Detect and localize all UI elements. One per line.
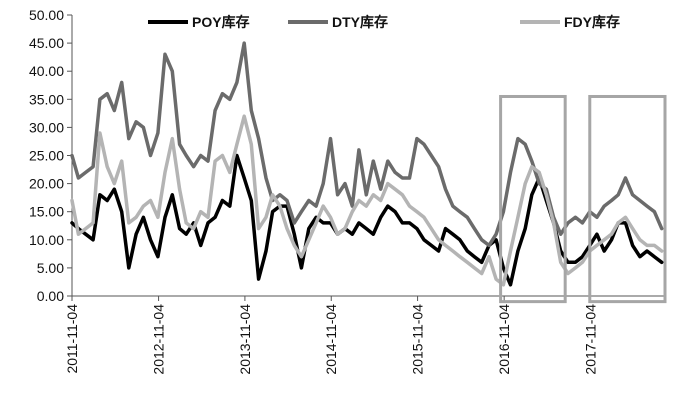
legend-label-2: DTY库存 [332, 14, 388, 30]
y-tick-label: 50.00 [29, 7, 64, 23]
y-tick-label: 35.00 [29, 91, 64, 107]
x-tick-label: 2012-11-04 [151, 304, 167, 375]
y-tick-label: 25.00 [29, 148, 64, 164]
series-line-2 [70, 41, 664, 248]
legend-label-1: POY库存 [192, 14, 250, 30]
series-line-3 [70, 114, 664, 287]
y-tick-label: 5.00 [37, 260, 64, 276]
y-tick-label: 45.00 [29, 35, 64, 51]
x-tick-label: 2017-11-04 [582, 304, 598, 375]
y-tick-label: 30.00 [29, 119, 64, 135]
y-tick-label: 0.00 [37, 288, 64, 304]
y-tick-label: 40.00 [29, 63, 64, 79]
x-axis: 2011-11-04 2012-11-04 2013-11-04 2014-11-04… [64, 295, 665, 375]
y-tick-label: 15.00 [29, 204, 64, 220]
y-axis: 0.00 5.00 10.00 15.00 20.00 25.00 30.00 35.00 40… [29, 7, 73, 304]
highlight-box-1 [499, 94, 567, 304]
highlight-box-layer [499, 94, 667, 304]
x-tick-label: 2011-11-04 [64, 304, 80, 374]
highlight-box-2 [588, 94, 667, 304]
x-tick-label: 2014-11-04 [323, 304, 339, 375]
x-tick-label: 2013-11-04 [237, 304, 253, 375]
x-tick-label: 2016-11-04 [496, 304, 512, 375]
y-tick-label: 20.00 [29, 176, 64, 192]
series-layer [70, 41, 664, 287]
x-tick-label: 2015-11-04 [410, 304, 426, 375]
y-tick-label: 10.00 [29, 232, 64, 248]
legend: POY库存 DTY库存 FDY库存 [148, 14, 620, 30]
series-line-1 [70, 153, 664, 287]
legend-label-3: FDY库存 [564, 14, 620, 30]
